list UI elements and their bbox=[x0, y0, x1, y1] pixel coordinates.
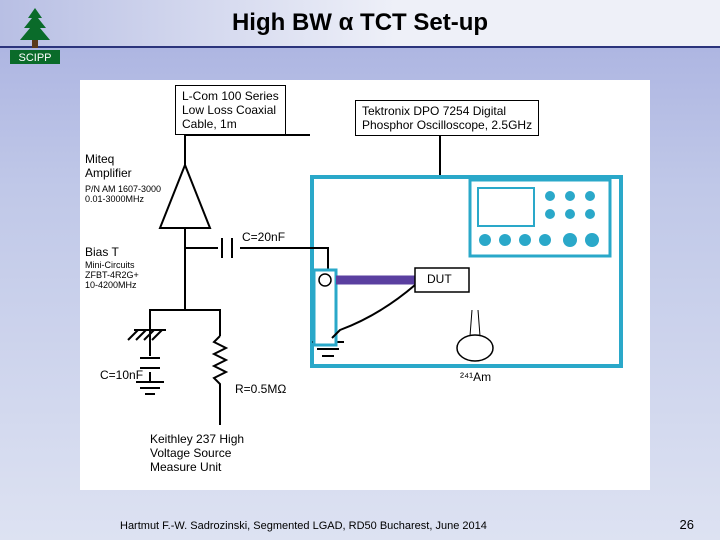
dut-label: DUT bbox=[427, 272, 452, 286]
logo-text: SCIPP bbox=[18, 52, 51, 64]
title-rule bbox=[0, 46, 720, 48]
keithley-label: Keithley 237 HighVoltage SourceMeasure U… bbox=[150, 432, 244, 474]
page-number: 26 bbox=[680, 517, 694, 532]
scope-label: Tektronix DPO 7254 DigitalPhosphor Oscil… bbox=[355, 100, 539, 136]
biast-title: Bias T bbox=[85, 245, 119, 259]
c10-label: C=10nF bbox=[100, 368, 143, 382]
slide-root: High BW α TCT Set-up SCIPP bbox=[0, 0, 720, 540]
dut-ground-cable bbox=[332, 285, 415, 338]
circuit-svg bbox=[80, 80, 650, 490]
amplifier-icon bbox=[160, 165, 210, 228]
amp-title: MiteqAmplifier bbox=[85, 152, 132, 180]
tree-icon: SCIPP bbox=[8, 6, 62, 68]
scope-input-panel bbox=[314, 270, 336, 345]
scope-label-text: Tektronix DPO 7254 DigitalPhosphor Oscil… bbox=[362, 104, 532, 132]
am241-source-icon bbox=[457, 335, 493, 361]
capacitor-10nf-icon bbox=[140, 358, 160, 368]
amp-pn: P/N AM 1607-30000.01-3000MHz bbox=[85, 184, 161, 204]
diagram-canvas: L-Com 100 SeriesLow Loss CoaxialCable, 1… bbox=[80, 80, 650, 490]
cable-label-text: L-Com 100 SeriesLow Loss CoaxialCable, 1… bbox=[182, 89, 279, 131]
title-band: High BW α TCT Set-up bbox=[0, 0, 720, 46]
footer-text: Hartmut F.-W. Sadrozinski, Segmented LGA… bbox=[120, 520, 487, 532]
slide-title: High BW α TCT Set-up bbox=[232, 9, 488, 37]
cable-label: L-Com 100 SeriesLow Loss CoaxialCable, 1… bbox=[175, 85, 286, 135]
biast-pn: Mini-CircuitsZFBT-4R2G+10-4200MHz bbox=[85, 260, 139, 290]
am241-label: ²⁴¹Am bbox=[460, 370, 491, 384]
capacitor-20nf-icon bbox=[222, 238, 232, 258]
resistor-icon bbox=[214, 336, 226, 392]
r05-label: R=0.5MΩ bbox=[235, 382, 286, 396]
am241-rays bbox=[470, 310, 480, 336]
c20-label: C=20nF bbox=[242, 230, 285, 244]
